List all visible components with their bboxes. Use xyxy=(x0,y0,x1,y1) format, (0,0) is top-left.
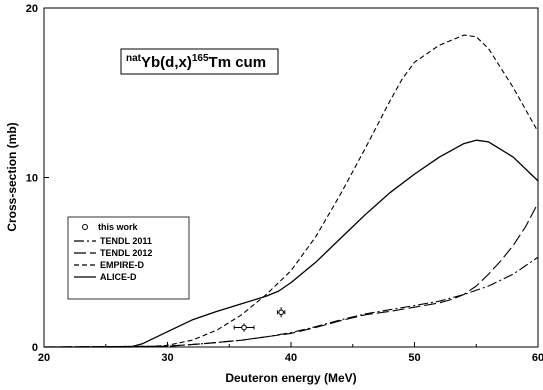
legend: this work TENDL 2011 TENDL 2012 EMPIRE-D AL… xyxy=(67,216,190,300)
y-axis-title: Cross-section (mb) xyxy=(5,122,19,231)
legend-lines: TENDL 2011 TENDL 2012 EMPIRE-D ALICE-D xyxy=(74,236,152,282)
x-tick-labels: 20 30 40 50 60 xyxy=(38,352,543,364)
y-tick-label: 10 xyxy=(26,173,38,185)
title-reaction: Yb(d,x) xyxy=(141,54,192,71)
series-line-empire-d xyxy=(44,34,539,348)
experimental-points xyxy=(233,307,286,332)
x-axis-title: Deuteron energy (MeV) xyxy=(225,371,356,385)
title-product-sup: 165 xyxy=(192,53,209,64)
chart-title-box: natYb(d,x)165Tm cum xyxy=(120,48,279,75)
legend-label-tendl-2012: TENDL 2012 xyxy=(100,248,152,258)
data-point xyxy=(278,309,284,316)
y-tick-label: 20 xyxy=(26,3,38,15)
series-line-tendl-2012 xyxy=(43,202,539,348)
x-tick-label: 40 xyxy=(285,352,297,364)
y-tick-label: 0 xyxy=(32,342,38,354)
legend-frame xyxy=(67,216,190,300)
title-product: Tm cum xyxy=(209,54,267,71)
legend-label-tendl-2011: TENDL 2011 xyxy=(100,236,152,246)
title-target-sup: nat xyxy=(126,53,142,64)
series-line-tendl-2011 xyxy=(43,256,539,348)
model-curves xyxy=(43,34,539,348)
x-tick-label: 50 xyxy=(408,352,420,364)
legend-marker-this-work xyxy=(82,224,88,230)
x-tick-label: 20 xyxy=(38,352,50,364)
series-line-alice-d xyxy=(44,139,539,348)
x-tick-label: 60 xyxy=(532,352,543,364)
legend-label-alice-d: ALICE-D xyxy=(100,272,137,282)
legend-label-empire-d: EMPIRE-D xyxy=(100,260,145,270)
y-tick-labels: 0 10 20 xyxy=(26,3,38,354)
legend-label-this-work: this work xyxy=(98,222,139,232)
data-point xyxy=(241,324,247,331)
x-tick-label: 30 xyxy=(161,352,173,364)
chart-title: natYb(d,x)165Tm cum xyxy=(126,53,266,71)
title-frame xyxy=(120,48,279,75)
